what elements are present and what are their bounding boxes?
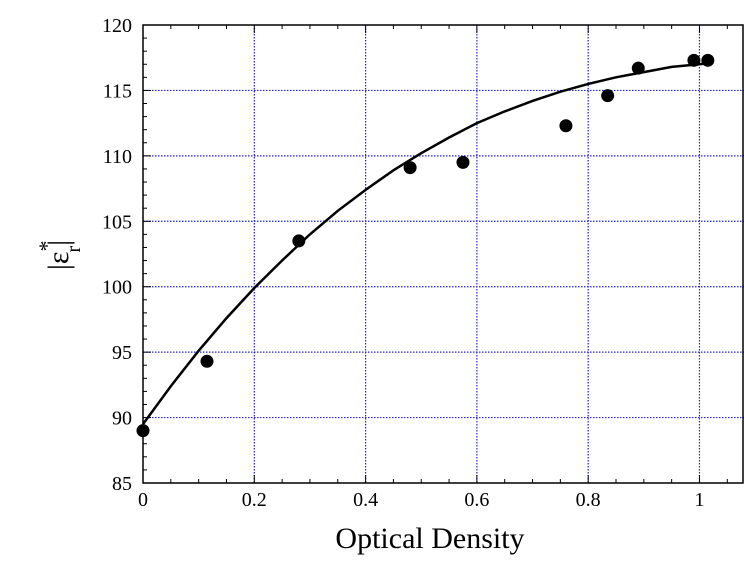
data-point — [701, 53, 715, 67]
y-tick-label: 90 — [112, 408, 132, 430]
y-axis-title: |ε* r| — [34, 240, 85, 270]
data-point — [631, 61, 645, 75]
y-tick-label: 105 — [102, 211, 132, 233]
x-tick-label: 0.2 — [242, 489, 267, 511]
data-point — [559, 119, 573, 133]
x-tick-label: 0.4 — [353, 489, 378, 511]
y-axis-title-superscript: * — [34, 241, 59, 252]
data-point — [136, 424, 150, 438]
fit-line — [141, 61, 711, 425]
x-tick-label: 1 — [694, 489, 704, 511]
y-tick-label: 110 — [103, 146, 132, 168]
x-tick-label: 0.6 — [464, 489, 489, 511]
y-axis-title-main: |ε — [42, 252, 75, 271]
data-points — [136, 53, 715, 438]
data-point — [200, 354, 214, 368]
tick-marks — [143, 25, 728, 483]
data-point — [687, 53, 701, 67]
x-tick-labels: 0 0.2 0.4 0.6 0.8 1 — [138, 489, 704, 511]
y-tick-labels: 85 90 95 100 105 110 115 120 — [102, 15, 132, 495]
y-axis-title-bar: | — [42, 240, 75, 246]
y-axis-title-subscript: r — [63, 246, 85, 253]
data-point — [456, 155, 470, 169]
y-tick-label: 120 — [102, 15, 132, 37]
fit-line-group — [141, 61, 711, 425]
data-point — [292, 234, 306, 248]
y-tick-label: 100 — [102, 277, 132, 299]
y-tick-label: 115 — [103, 80, 132, 102]
data-point — [601, 89, 615, 103]
x-tick-label: 0 — [138, 489, 148, 511]
x-tick-label: 0.8 — [576, 489, 601, 511]
plot-frame — [142, 24, 744, 484]
data-point — [403, 161, 417, 175]
y-tick-label: 95 — [112, 342, 132, 364]
grid — [143, 25, 744, 483]
x-axis-title: Optical Density — [335, 522, 524, 555]
svg-text:|ε*r|: |ε* r| — [34, 240, 85, 270]
y-tick-label: 85 — [112, 473, 132, 495]
